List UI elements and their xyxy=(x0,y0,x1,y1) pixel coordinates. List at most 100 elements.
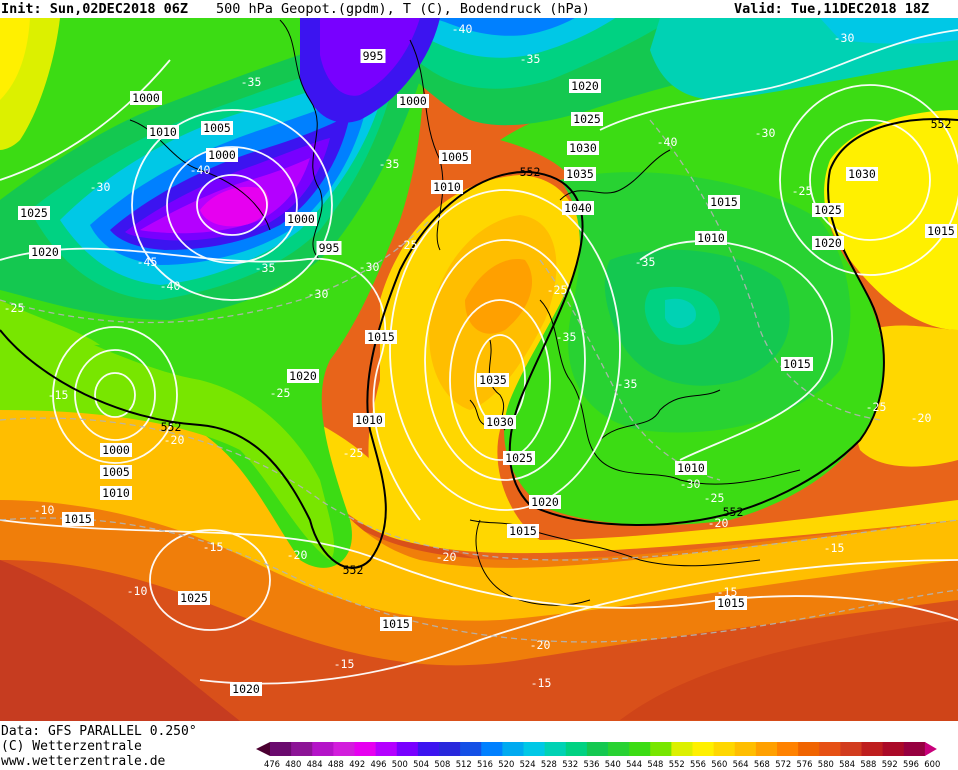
pressure-label: 1000 xyxy=(130,91,162,105)
pressure-label-text: 1000 xyxy=(132,91,160,105)
pressure-label-text: 1030 xyxy=(569,141,597,155)
pressure-label: 995 xyxy=(360,49,386,63)
temperature-label-text: -35 xyxy=(556,330,577,344)
colorbar-tick-label: 596 xyxy=(903,759,919,769)
colorbar-tick-label: 504 xyxy=(413,759,430,769)
temperature-label-text: -25 xyxy=(343,446,364,460)
temperature-label-text: -20 xyxy=(911,411,932,425)
geopotential-label-text: 552 xyxy=(161,420,182,434)
colorbar-tick-label: 484 xyxy=(306,759,323,769)
geopotential-contour-552 xyxy=(0,118,958,569)
temperature-label-text: -40 xyxy=(160,279,181,293)
colorbar-swatch xyxy=(777,742,799,756)
temperature-label-text: -45 xyxy=(137,255,158,269)
pressure-label-text: 1010 xyxy=(149,125,177,139)
pressure-label-text: 1015 xyxy=(927,224,955,238)
pressure-label-text: 1015 xyxy=(717,596,745,610)
colorbar-tick-label: 568 xyxy=(753,759,770,769)
pressure-label-text: 1020 xyxy=(289,369,317,383)
pressure-label: 1030 xyxy=(567,141,599,155)
colorbar-swatch xyxy=(523,742,546,756)
temperature-label-text: -30 xyxy=(755,126,776,140)
colorbar-swatch xyxy=(650,742,672,756)
temperature-label: -35 xyxy=(379,157,400,171)
pressure-label: 1015 xyxy=(708,195,740,209)
colorbar-swatch xyxy=(734,742,757,756)
colorbar-tick-label: 592 xyxy=(881,759,898,769)
geopotential-label: 552 xyxy=(723,505,744,519)
temperature-label-text: -30 xyxy=(834,31,855,45)
temperature-label-text: -40 xyxy=(190,163,211,177)
temperature-label-text: -20 xyxy=(164,433,185,447)
temperature-label: -20 xyxy=(530,638,551,652)
temperature-label-text: -15 xyxy=(48,388,69,402)
pressure-label-text: 1005 xyxy=(203,121,231,135)
pressure-label: 1025 xyxy=(503,451,535,465)
colorbar-swatch xyxy=(333,742,355,756)
geopotential-label: 552 xyxy=(931,117,952,131)
temperature-label-text: -15 xyxy=(531,676,552,690)
pressure-label-text: 1035 xyxy=(566,167,594,181)
pressure-label: 1025 xyxy=(812,203,844,217)
temperature-label-text: -25 xyxy=(270,386,291,400)
temperature-label-text: -10 xyxy=(127,584,148,598)
colorbar-swatch xyxy=(270,742,292,756)
temperature-labels: -40-35-35-40-30-35-45-40-35 -30-25-30-25-… xyxy=(4,22,932,690)
temperature-label-text: -25 xyxy=(866,400,887,414)
pressure-label-text: 1020 xyxy=(814,236,842,250)
geopotential-label-text: 552 xyxy=(520,165,541,179)
pressure-label: 1000 xyxy=(397,94,429,108)
pressure-label: 1000 xyxy=(285,212,317,226)
pressure-label-text: 1025 xyxy=(20,206,48,220)
pressure-label-text: 1030 xyxy=(486,415,514,429)
colorbar-tick-label: 520 xyxy=(498,759,515,769)
temperature-label-text: -25 xyxy=(704,491,725,505)
valid-time: Valid: Tue,11DEC2018 18Z xyxy=(734,1,930,17)
temperature-label: -20 xyxy=(164,433,185,447)
temperature-label-text: -25 xyxy=(792,184,813,198)
pressure-label: 1025 xyxy=(178,591,210,605)
temperature-label-text: -35 xyxy=(241,75,262,89)
pressure-label: 1000 xyxy=(206,148,238,162)
copyright: (C) Wetterzentrale xyxy=(1,739,142,754)
temperature-label: -15 xyxy=(203,540,224,554)
pressure-label-text: 1000 xyxy=(287,212,315,226)
geopotential-labels: 552 552 552 552 552 xyxy=(161,117,952,577)
pressure-label: 1020 xyxy=(230,682,262,696)
pressure-label-text: 1005 xyxy=(102,465,130,479)
temperature-label: -15 xyxy=(48,388,69,402)
temperature-label: -25 xyxy=(866,400,887,414)
temperature-label-text: -25 xyxy=(547,283,568,297)
geopotential-label: 552 xyxy=(520,165,541,179)
geopotential-label: 552 xyxy=(161,420,182,434)
temperature-label: -30 xyxy=(680,477,701,491)
colorbar-swatch xyxy=(565,742,588,756)
pressure-label: 1015 xyxy=(62,512,94,526)
temperature-label: -35 xyxy=(241,75,262,89)
isobars xyxy=(0,29,958,685)
pressure-label-text: 1000 xyxy=(102,443,130,457)
temperature-label-text: -10 xyxy=(34,503,55,517)
colorbar-tick-label: 576 xyxy=(796,759,813,769)
colorbar-tick-label: 476 xyxy=(264,759,280,769)
temperature-label: -20 xyxy=(436,550,457,564)
colorbar-tick-label: 524 xyxy=(519,759,536,769)
temperature-label-text: -35 xyxy=(520,52,541,66)
colorbar-swatch xyxy=(354,742,377,756)
pressure-label-text: 995 xyxy=(319,241,340,255)
geopotential-label: 552 xyxy=(343,563,364,577)
pressure-label: 1040 xyxy=(562,201,594,215)
pressure-label-text: 1040 xyxy=(564,201,592,215)
colorbar-tick-label: 480 xyxy=(285,759,302,769)
colorbar-tick-label: 588 xyxy=(860,759,877,769)
pressure-label-text: 1005 xyxy=(441,150,469,164)
temperature-label: -25 xyxy=(397,238,418,252)
temperature-label: -40 xyxy=(452,22,473,36)
pressure-label: 1010 xyxy=(147,125,179,139)
colorbar-swatch xyxy=(396,742,419,756)
temperature-label-text: -30 xyxy=(308,287,329,301)
temperature-label-text: -15 xyxy=(717,585,738,599)
pressure-label: 1005 xyxy=(439,150,471,164)
pressure-label-text: 1015 xyxy=(367,330,395,344)
pressure-label: 1015 xyxy=(380,617,412,631)
